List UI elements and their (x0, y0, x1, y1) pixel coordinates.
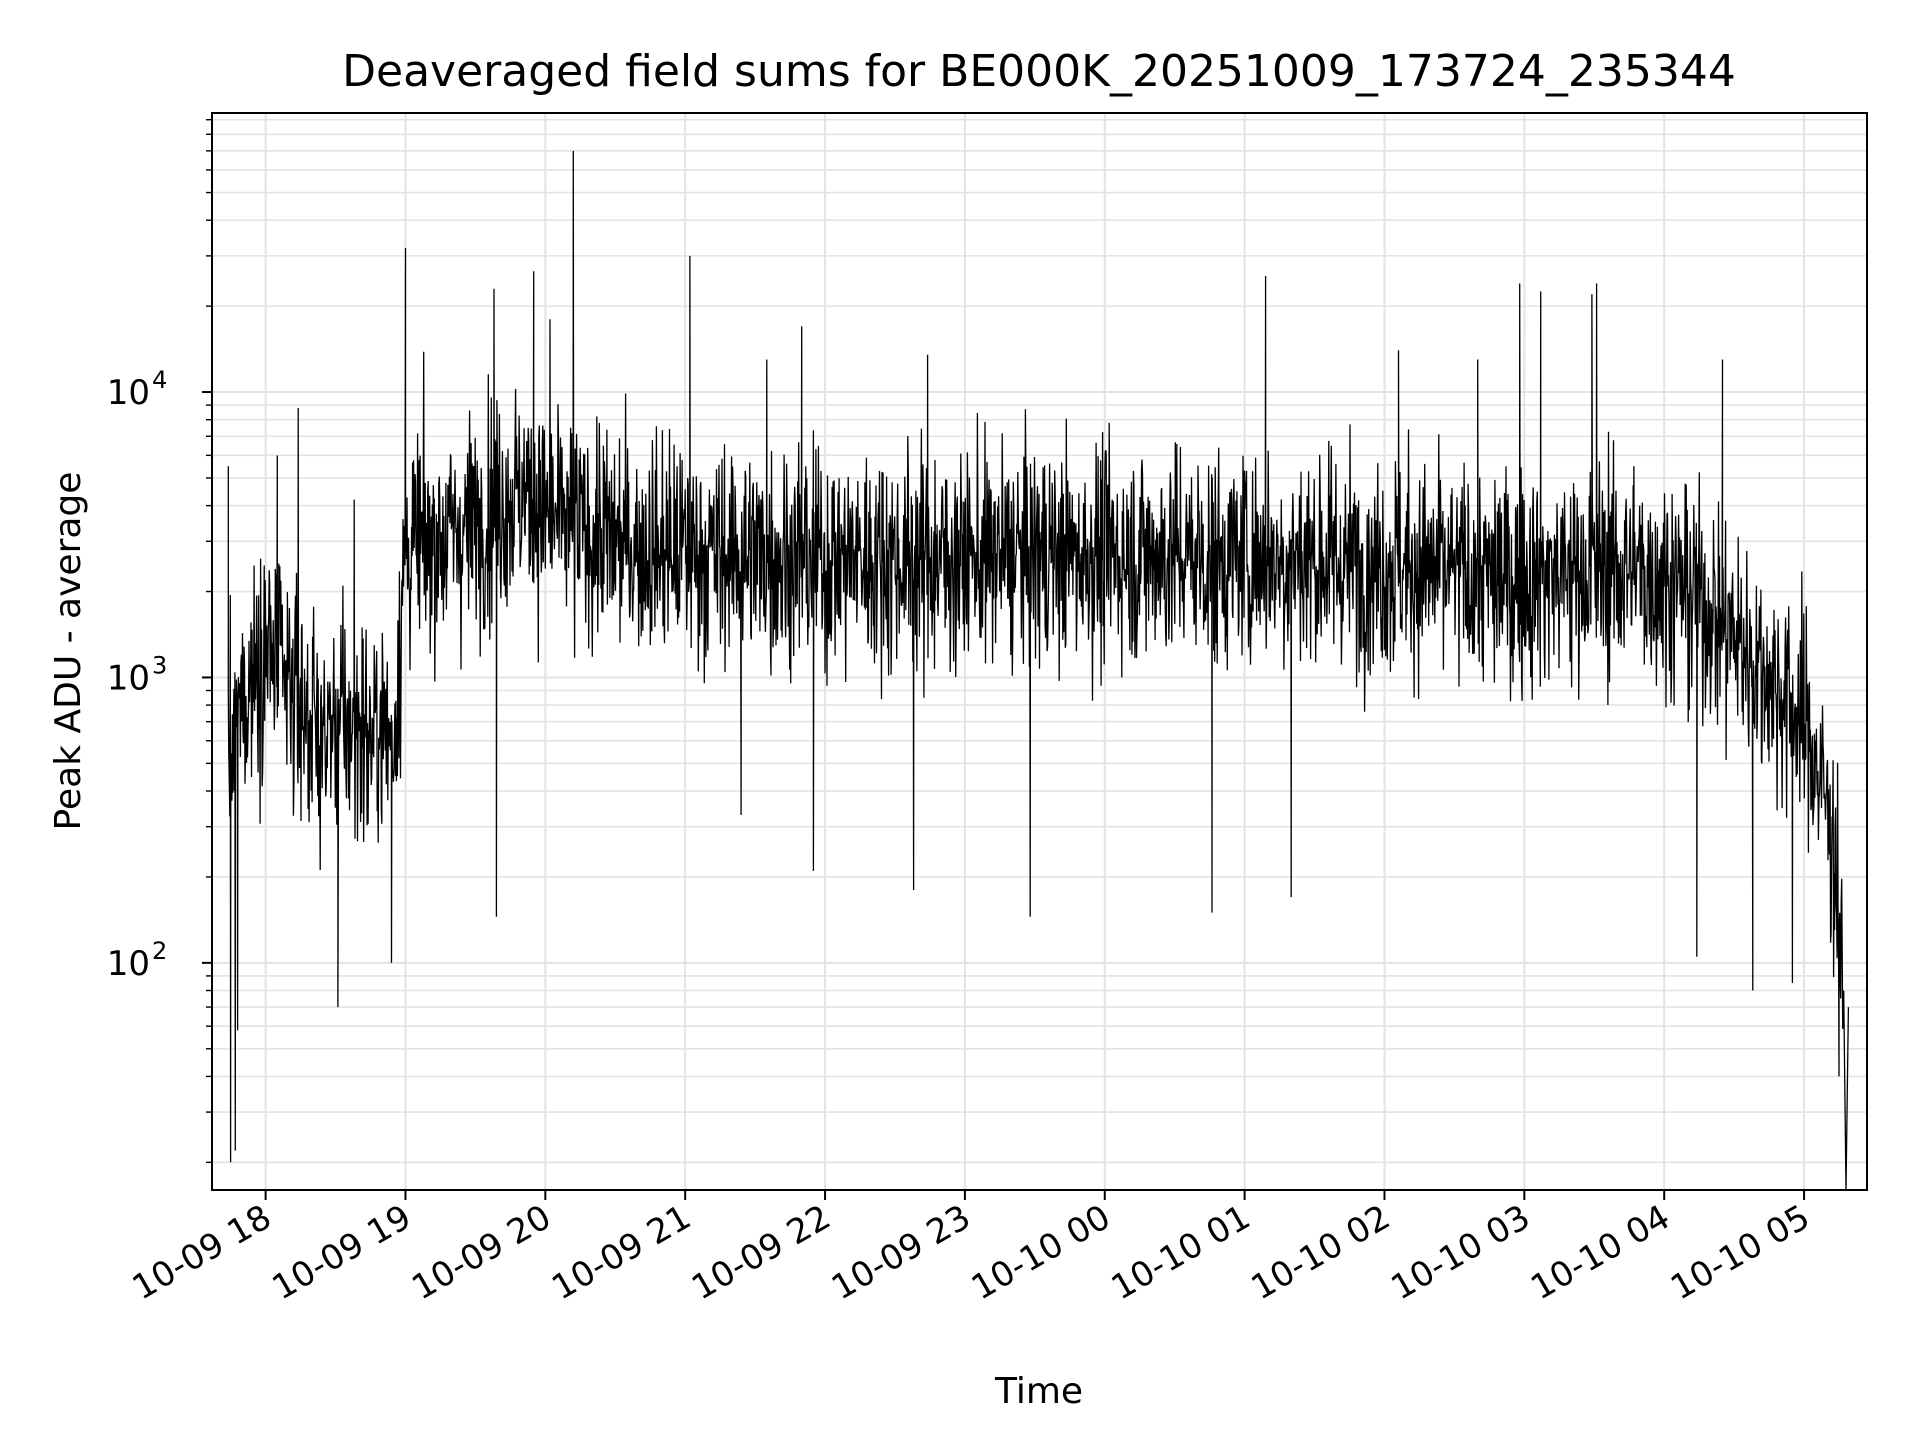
y-tick-label: 10 (107, 944, 150, 984)
y-tick-exponent: 3 (152, 651, 167, 679)
y-tick-label: 10 (107, 373, 150, 413)
x-axis-label: Time (994, 1371, 1083, 1412)
y-tick-exponent: 2 (152, 937, 167, 965)
y-tick-label: 10 (107, 658, 150, 698)
y-tick-base: 10 (107, 373, 150, 413)
y-axis-label: Peak ADU - average (48, 472, 89, 831)
chart-title: Deaveraged field sums for BE000K_2025100… (342, 46, 1736, 97)
plot-frame (211, 112, 1868, 1191)
y-tick-base: 10 (107, 658, 150, 698)
y-tick-base: 10 (107, 944, 150, 984)
series-path (227, 150, 1850, 1191)
y-tick-exponent: 4 (152, 366, 167, 394)
series-line (227, 150, 1850, 1191)
